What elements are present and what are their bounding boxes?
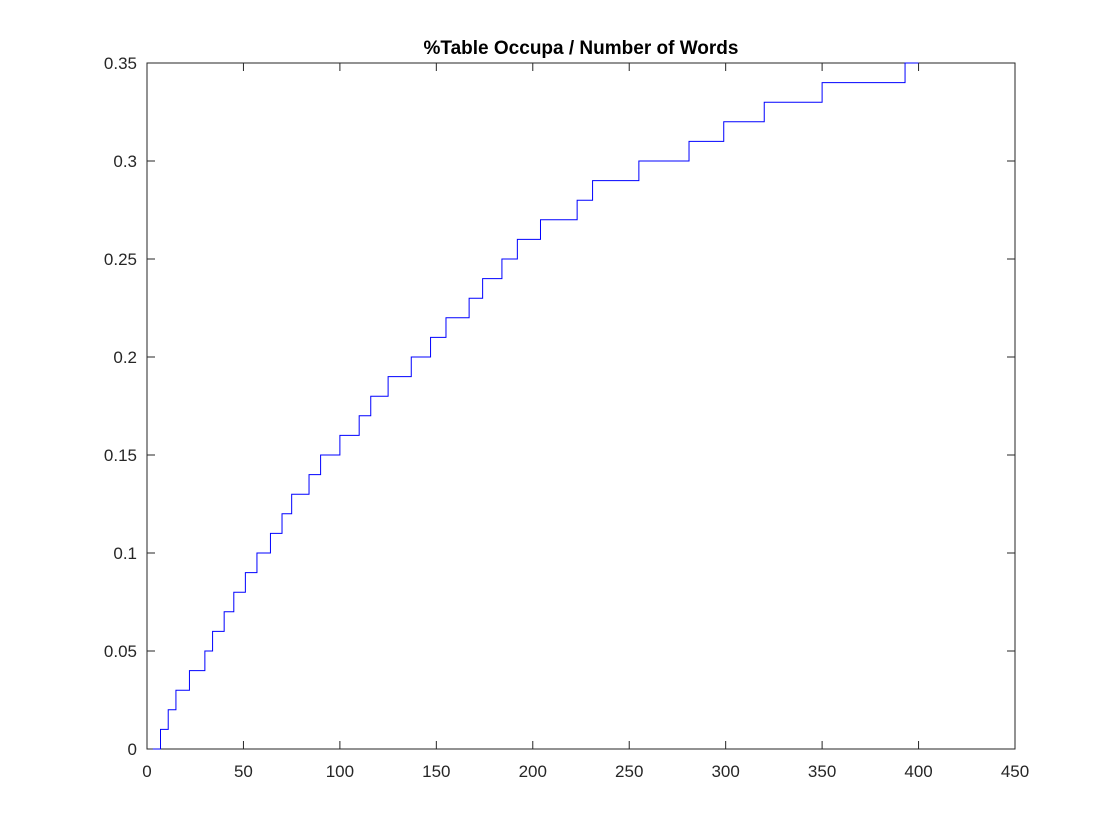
- x-tick-label: 50: [234, 762, 253, 781]
- y-tick-label: 0.2: [113, 348, 137, 367]
- y-tick-label: 0.05: [104, 642, 137, 661]
- plot-area: 0 50 100 150 200 250 300 350 400 450 0 0.05 0.1 0.15 0…: [104, 54, 1029, 781]
- series-line: [152, 62, 919, 750]
- y-tick-label: 0.35: [104, 54, 137, 73]
- chart-title: %Table Occupa / Number of Words: [424, 38, 739, 59]
- y-tick-label: 0.15: [104, 446, 137, 465]
- y-tick-label: 0.1: [113, 544, 137, 563]
- y-tick-label: 0.25: [104, 250, 137, 269]
- x-tick-label: 100: [326, 762, 354, 781]
- axis-ticks: 0 50 100 150 200 250 300 350 400 450 0 0.05 0.1 0.15 0…: [104, 54, 1029, 781]
- x-tick-label: 450: [1001, 762, 1029, 781]
- y-tick-label: 0.3: [113, 152, 137, 171]
- axes-box: [146, 62, 1016, 750]
- x-tick-label: 0: [142, 762, 151, 781]
- series-layer: [152, 62, 919, 750]
- x-tick-label: 350: [808, 762, 836, 781]
- x-tick-label: 250: [615, 762, 643, 781]
- y-tick-label: 0: [128, 740, 137, 759]
- x-tick-label: 300: [711, 762, 739, 781]
- x-tick-label: 150: [422, 762, 450, 781]
- x-tick-label: 200: [519, 762, 547, 781]
- x-tick-label: 400: [904, 762, 932, 781]
